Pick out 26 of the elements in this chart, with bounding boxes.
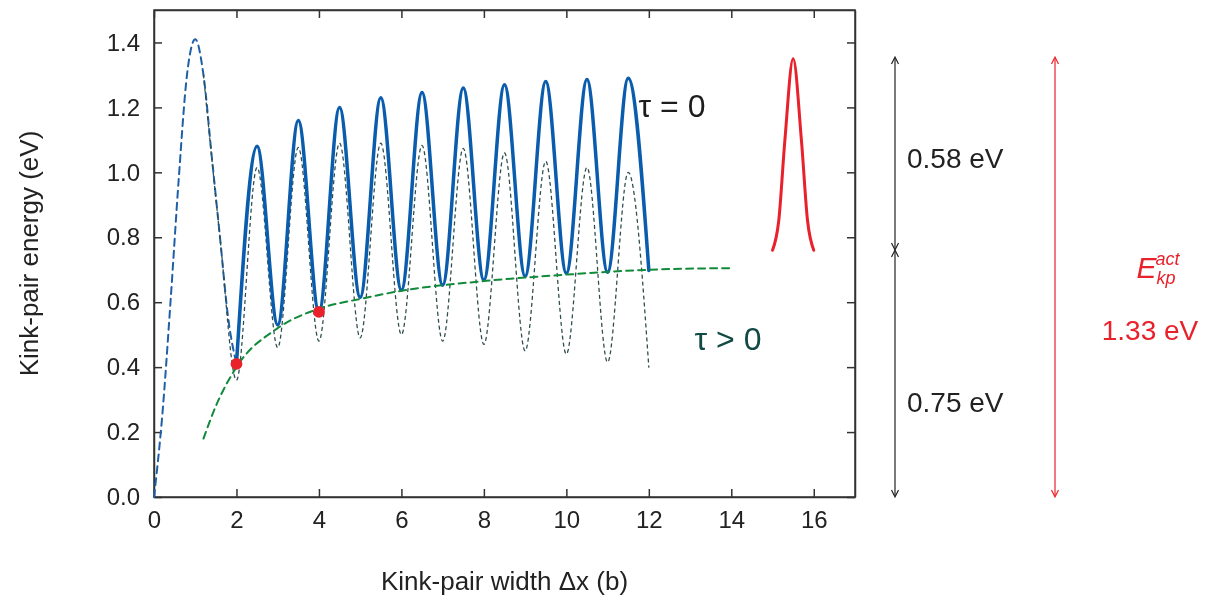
y-tick-label: 0.8 <box>106 223 140 251</box>
x-tick-label: 14 <box>718 506 746 534</box>
x-tick-label: 8 <box>477 506 492 534</box>
x-axis-title: Kink-pair width Δx (b) <box>380 566 629 596</box>
y-tick-label: 1.2 <box>106 93 140 121</box>
text: 0.58 eV <box>907 143 1004 174</box>
x-tick-label: 6 <box>395 506 409 534</box>
x-tick-label: 4 <box>312 506 327 534</box>
y-tick-label: 0.0 <box>106 483 140 511</box>
x-tick-label: 12 <box>635 506 663 534</box>
text: 0.75 eV <box>907 387 1004 418</box>
x-tick-label: 10 <box>553 506 581 534</box>
y-tick-label: 1.4 <box>106 28 140 56</box>
text: 1.33 eV <box>1101 315 1199 346</box>
y-axis-title: Kink-pair energy (eV) <box>14 130 44 377</box>
x-tick-label: 16 <box>800 506 828 534</box>
y-tick-label: 0.4 <box>106 353 140 381</box>
line-series <box>771 57 816 252</box>
line-series <box>202 267 733 440</box>
y-tick-label: 1.0 <box>106 158 140 186</box>
y-tick-label: 0.2 <box>106 418 140 446</box>
x-tick-label: 2 <box>230 506 244 534</box>
y-tick-label: 0.6 <box>106 288 140 316</box>
annotation: τ > 0 <box>694 321 762 357</box>
x-tick-label: 0 <box>147 506 162 534</box>
annotation: τ = 0 <box>638 88 706 124</box>
